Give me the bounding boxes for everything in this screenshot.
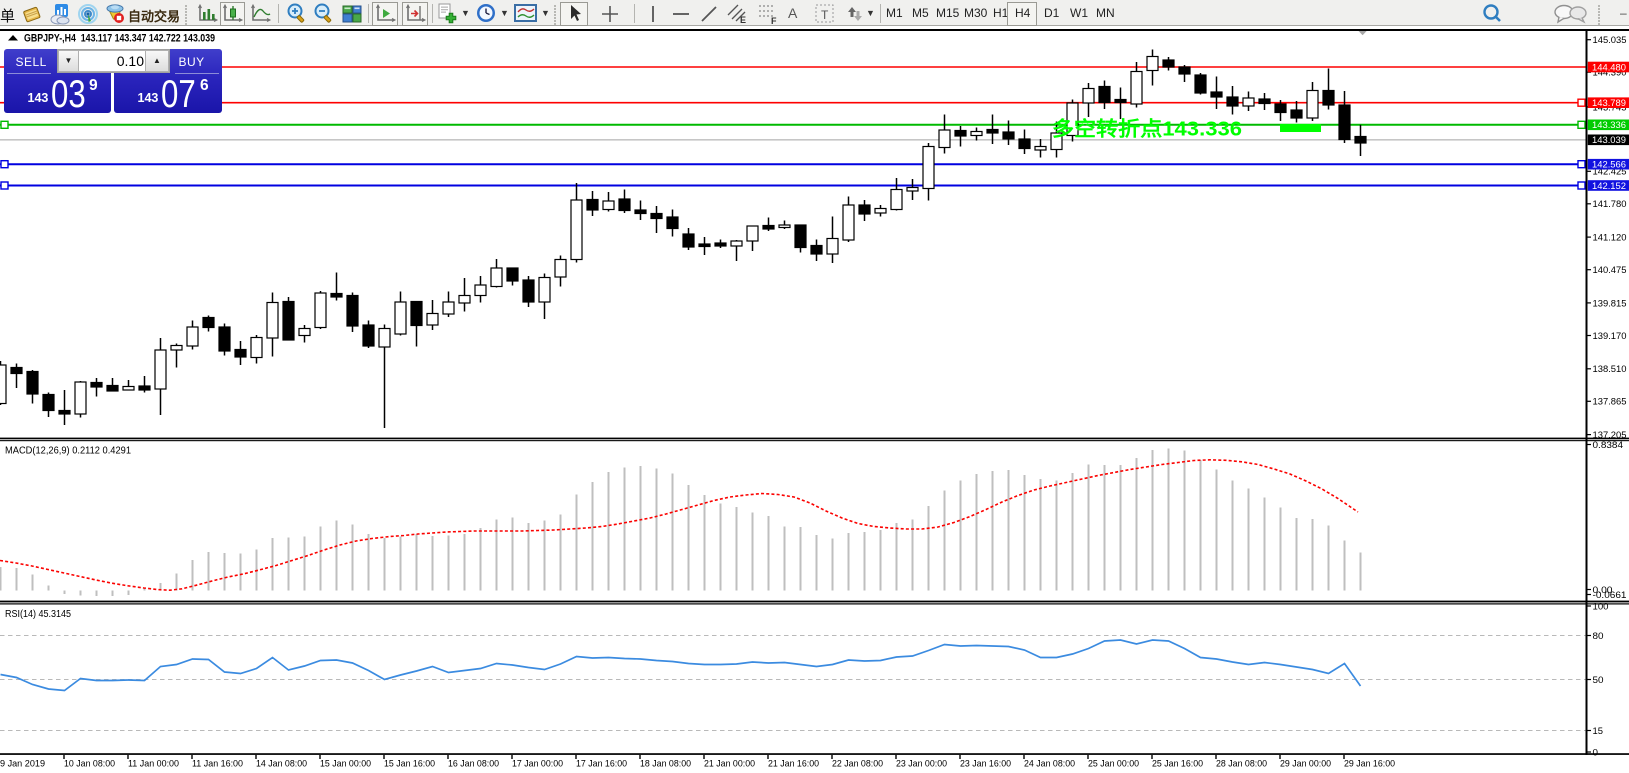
svg-text:80: 80 — [1593, 631, 1604, 642]
svg-text:-0.0661: -0.0661 — [1593, 590, 1627, 601]
svg-text:17 Jan 00:00: 17 Jan 00:00 — [512, 758, 563, 769]
svg-text:143.789: 143.789 — [1592, 98, 1626, 108]
svg-text:E: E — [740, 15, 746, 25]
svg-text:T: T — [821, 8, 829, 22]
svg-text:23 Jan 16:00: 23 Jan 16:00 — [960, 758, 1011, 769]
svg-text:145.035: 145.035 — [1593, 35, 1627, 46]
svg-text:9 Jan 2019: 9 Jan 2019 — [0, 758, 45, 769]
svg-text:15 Jan 00:00: 15 Jan 00:00 — [320, 758, 371, 769]
svg-text:0: 0 — [1593, 747, 1599, 758]
svg-text:137.205: 137.205 — [1593, 430, 1627, 441]
svg-text:0.8384: 0.8384 — [1593, 440, 1624, 451]
svg-text:141.780: 141.780 — [1593, 199, 1627, 210]
svg-text:137.865: 137.865 — [1593, 397, 1627, 408]
svg-text:14 Jan 08:00: 14 Jan 08:00 — [256, 758, 307, 769]
svg-text:18 Jan 08:00: 18 Jan 08:00 — [640, 758, 691, 769]
svg-text:140.475: 140.475 — [1593, 265, 1627, 276]
svg-text:11 Jan 00:00: 11 Jan 00:00 — [128, 758, 179, 769]
svg-text:GBPJPY-,H4 143.117 143.347 14: GBPJPY-,H4 143.117 143.347 142.722 143.0… — [24, 33, 215, 45]
svg-text:16 Jan 08:00: 16 Jan 08:00 — [448, 758, 499, 769]
svg-text:28 Jan 08:00: 28 Jan 08:00 — [1216, 758, 1267, 769]
svg-text:24 Jan 08:00: 24 Jan 08:00 — [1024, 758, 1075, 769]
svg-text:50: 50 — [1593, 675, 1604, 686]
svg-text:17 Jan 16:00: 17 Jan 16:00 — [576, 758, 627, 769]
svg-text:144.390: 144.390 — [1593, 68, 1627, 79]
svg-text:143.336: 143.336 — [1592, 120, 1626, 130]
svg-text:141.120: 141.120 — [1593, 233, 1627, 244]
svg-text:142.425: 142.425 — [1593, 167, 1627, 178]
svg-text:23 Jan 00:00: 23 Jan 00:00 — [896, 758, 947, 769]
svg-text:10 Jan 08:00: 10 Jan 08:00 — [64, 758, 115, 769]
svg-text:29 Jan 16:00: 29 Jan 16:00 — [1344, 758, 1395, 769]
svg-text:142.152: 142.152 — [1592, 181, 1626, 191]
svg-text:0.00: 0.00 — [1593, 585, 1613, 596]
svg-text:143.039: 143.039 — [1592, 135, 1626, 145]
svg-text:21 Jan 16:00: 21 Jan 16:00 — [768, 758, 819, 769]
svg-text:25 Jan 00:00: 25 Jan 00:00 — [1088, 758, 1139, 769]
svg-text:139.815: 139.815 — [1593, 298, 1627, 309]
svg-text:142.566: 142.566 — [1592, 160, 1626, 170]
svg-text:29 Jan 00:00: 29 Jan 00:00 — [1280, 758, 1331, 769]
svg-text:RSI(14) 45.3145: RSI(14) 45.3145 — [5, 609, 71, 620]
svg-text:MACD(12,26,9) 0.2112 0.4291: MACD(12,26,9) 0.2112 0.4291 — [5, 446, 131, 457]
svg-text:15 Jan 16:00: 15 Jan 16:00 — [384, 758, 435, 769]
svg-text:138.510: 138.510 — [1593, 364, 1627, 375]
svg-text:11 Jan 16:00: 11 Jan 16:00 — [192, 758, 243, 769]
svg-text:139.170: 139.170 — [1593, 331, 1627, 342]
svg-text:144.480: 144.480 — [1592, 62, 1626, 72]
svg-text:25 Jan 16:00: 25 Jan 16:00 — [1152, 758, 1203, 769]
svg-text:100: 100 — [1593, 601, 1609, 612]
svg-text:21 Jan 00:00: 21 Jan 00:00 — [704, 758, 755, 769]
svg-text:F: F — [771, 16, 777, 25]
svg-text:多空转折点143.336: 多空转折点143.336 — [1052, 117, 1242, 141]
svg-text:15: 15 — [1593, 726, 1604, 737]
svg-text:22 Jan 08:00: 22 Jan 08:00 — [832, 758, 883, 769]
